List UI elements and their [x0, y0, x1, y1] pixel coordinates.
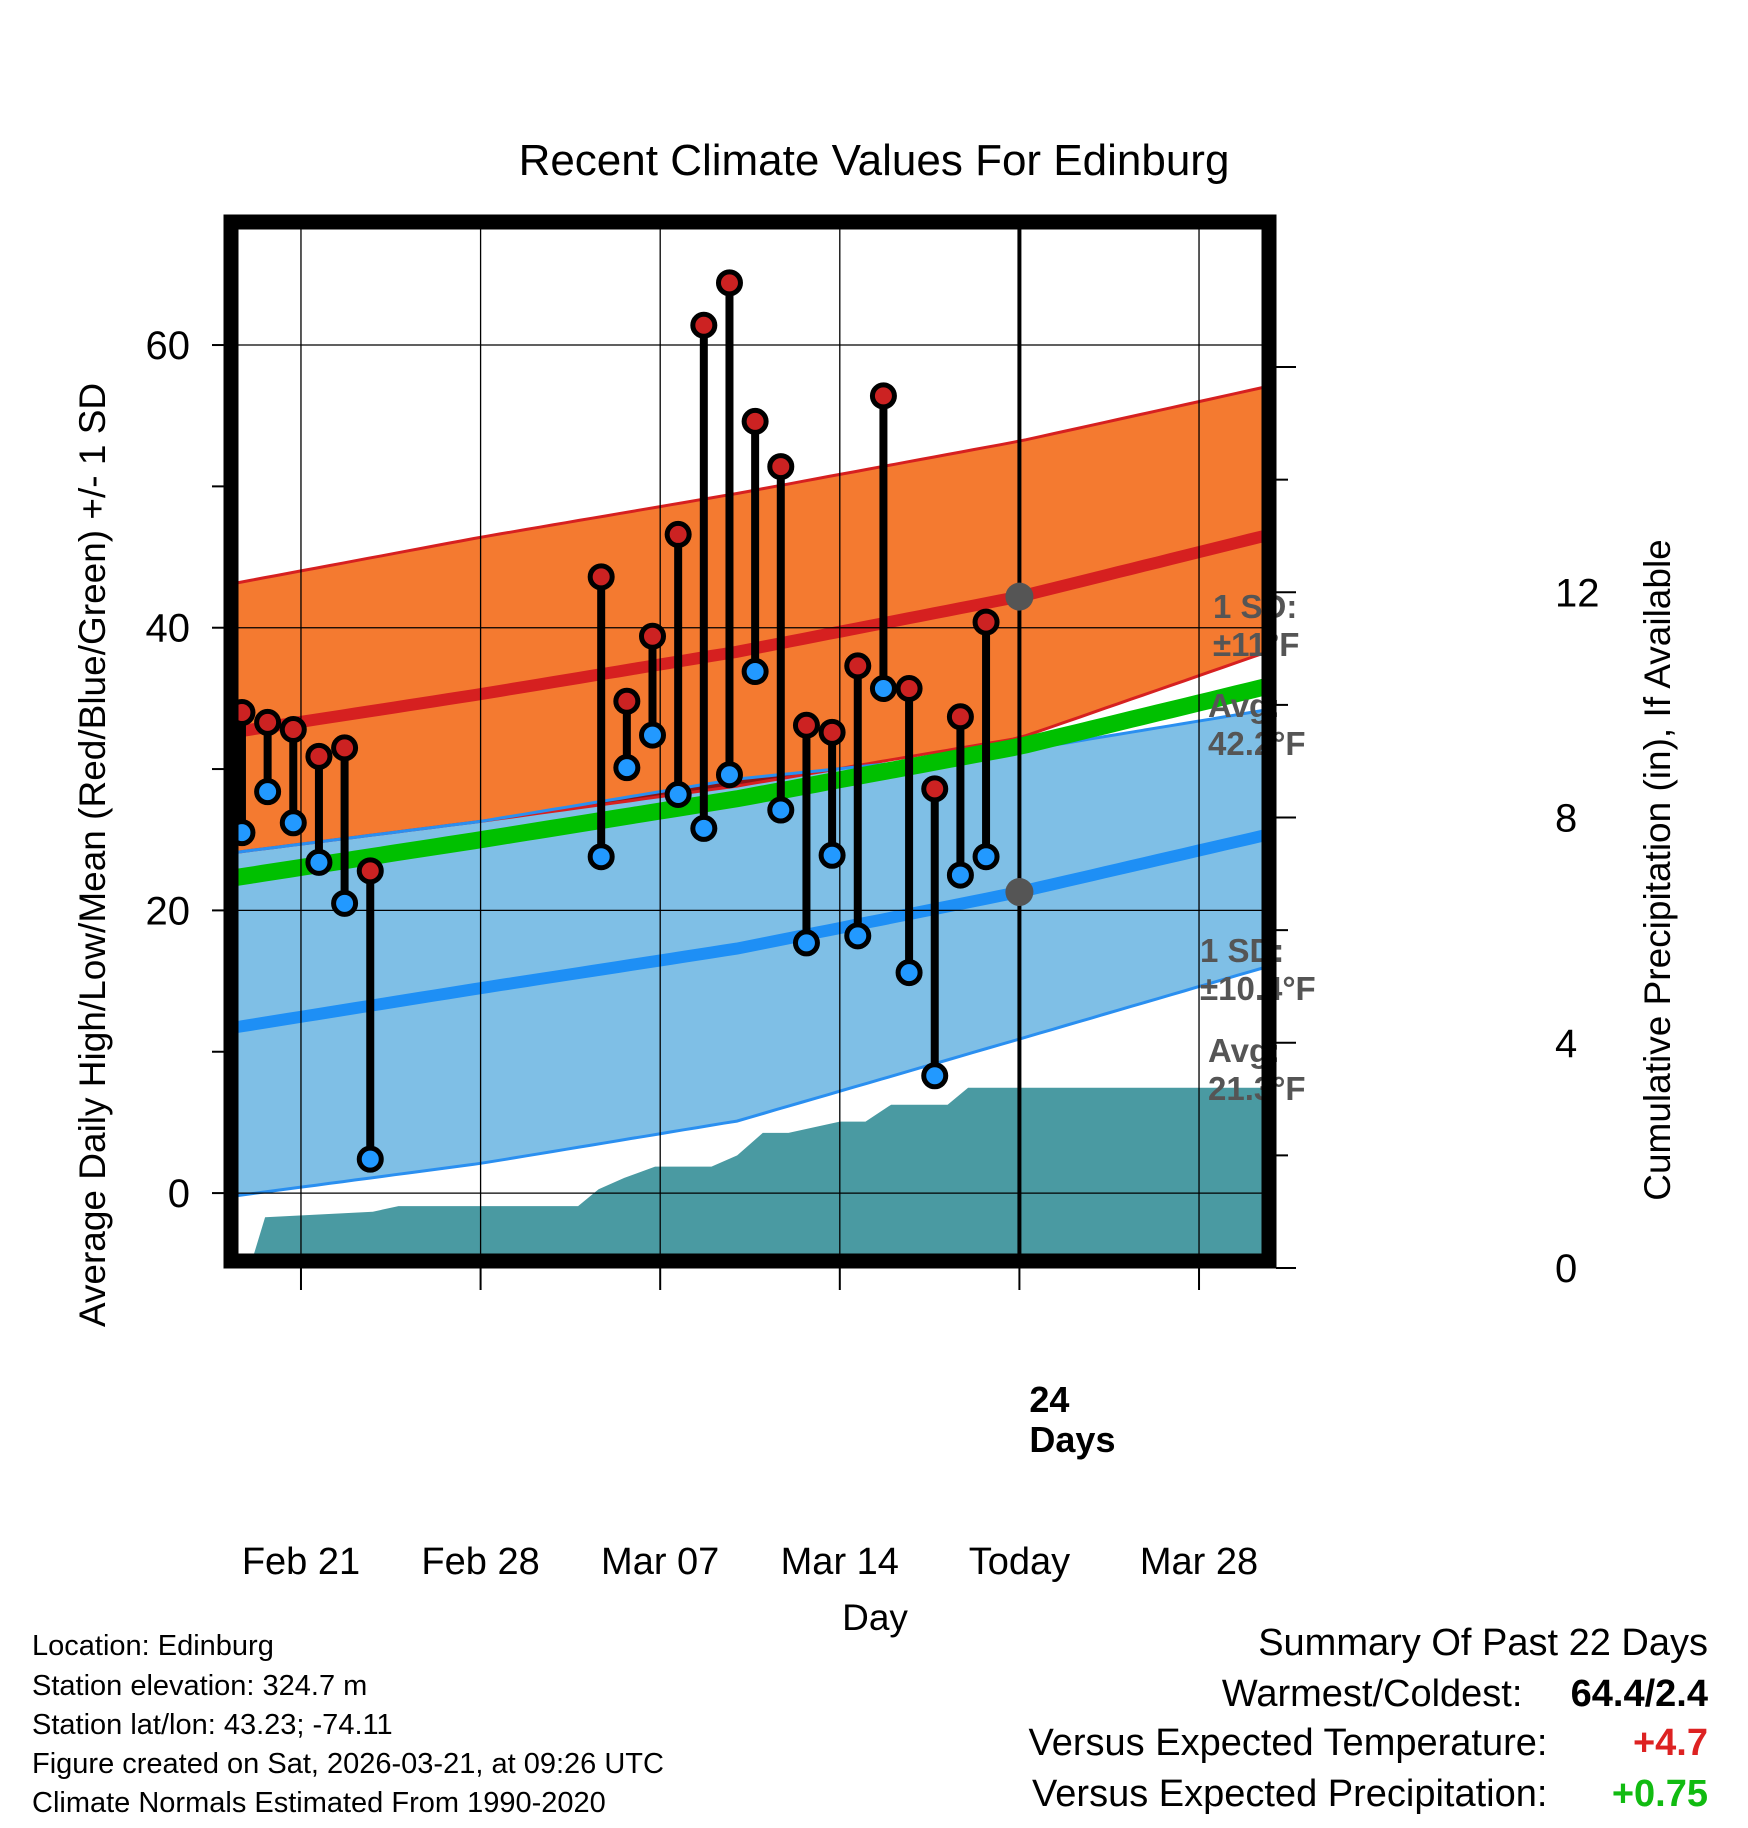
high-avg-annotation-line: 42.2°F — [1208, 725, 1306, 762]
low-avg-annotation-line: 21.3°F — [1208, 1070, 1306, 1107]
today-days-label-line: Days — [1029, 1419, 1115, 1460]
y2-tick-label: 0 — [1555, 1247, 1577, 1291]
today-days-label: 24 Days — [1029, 1379, 1115, 1460]
high-point — [767, 453, 795, 481]
low-avg-annotation: Avg: 21.3°F — [1208, 1032, 1306, 1107]
low-sd-annotation: 1 SD: ±10.4°F — [1200, 932, 1316, 1007]
high-point — [690, 311, 718, 339]
info-created: Figure created on Sat, 2026-03-21, at 09… — [32, 1748, 664, 1780]
low-point — [356, 1145, 384, 1173]
low-point — [587, 843, 615, 871]
high-point — [331, 734, 359, 762]
high-sd-annotation-line: 1 SD: — [1213, 588, 1297, 625]
high-avg-marker — [1005, 582, 1034, 611]
low-point — [279, 809, 307, 837]
high-upper-line — [224, 383, 1276, 587]
plot-area — [224, 215, 1276, 1268]
low-lower-line — [224, 962, 1276, 1199]
info-elevation: Station elevation: 324.7 m — [32, 1670, 368, 1702]
high-avg-annotation: Avg: 42.2°F — [1208, 687, 1306, 762]
low-point — [305, 848, 333, 876]
low-point — [664, 781, 692, 809]
x-tick-label: Mar 28 — [1140, 1541, 1258, 1583]
low-point — [844, 922, 872, 950]
y2-tick-label: 8 — [1555, 797, 1577, 841]
high-point — [972, 608, 1000, 636]
x-tick-label: Feb 28 — [421, 1541, 539, 1583]
high-mean-line — [224, 527, 1276, 740]
summary-warmest: Warmest/Coldest: 64.4/2.4 — [1222, 1673, 1708, 1716]
low-point — [946, 861, 974, 889]
summary-precip: Versus Expected Precipitation: +0.75 — [1032, 1773, 1708, 1816]
summary-temp-value: +4.7 — [1632, 1722, 1708, 1764]
y-tick-label: 0 — [168, 1172, 190, 1216]
high-point — [844, 652, 872, 680]
low-avg-marker — [1005, 878, 1034, 907]
today-days-label-line: 24 — [1029, 1379, 1069, 1420]
summary-warmest-label: Warmest/Coldest: — [1221, 1673, 1523, 1715]
high-point — [818, 718, 846, 746]
y2-tick-label: 4 — [1555, 1022, 1577, 1066]
chart-title: Recent Climate Values For Edinburg — [519, 136, 1230, 185]
low-upper-line — [224, 706, 1276, 856]
high-point — [664, 520, 692, 548]
low-point — [254, 778, 282, 806]
y-tick-label: 20 — [146, 889, 191, 933]
x-tick-label: Mar 07 — [601, 1541, 719, 1583]
low-sd-annotation-line: ±10.4°F — [1200, 970, 1316, 1007]
high-point — [792, 711, 820, 739]
low-point — [715, 761, 743, 789]
info-location: Location: Edinburg — [32, 1630, 274, 1662]
y-axis-label-right: Cumulative Precipitation (in), If Availa… — [1637, 539, 1678, 1201]
low-point — [895, 959, 923, 987]
y2-tick-label: 12 — [1555, 571, 1600, 615]
info-latlon: Station lat/lon: 43.23; -74.11 — [32, 1709, 393, 1741]
high-point — [356, 857, 384, 885]
low-point — [792, 929, 820, 957]
overall-mean-line — [224, 676, 1276, 888]
x-tick-label: Today — [969, 1541, 1070, 1583]
low-point — [921, 1062, 949, 1090]
x-tick-label: Mar 14 — [781, 1541, 899, 1583]
high-point — [921, 775, 949, 803]
info-normals: Climate Normals Estimated From 1990-2020 — [32, 1787, 606, 1819]
y-tick-label: 60 — [146, 324, 191, 368]
high-point — [587, 563, 615, 591]
summary-warmest-value: 64.4/2.4 — [1570, 1673, 1708, 1715]
high-point — [279, 715, 307, 743]
summary-precip-label: Versus Expected Precipitation: — [1032, 1773, 1548, 1815]
high-point — [869, 382, 897, 410]
low-point — [741, 658, 769, 686]
low-point — [690, 814, 718, 842]
summary-temp: Versus Expected Temperature: +4.7 — [1029, 1722, 1708, 1765]
low-mean-line — [224, 826, 1276, 1036]
high-point — [613, 687, 641, 715]
low-point — [818, 841, 846, 869]
high-point — [254, 708, 282, 736]
high-point — [895, 674, 923, 702]
summary-precip-value: +0.75 — [1611, 1773, 1708, 1815]
x-axis-label: Day — [842, 1597, 908, 1638]
high-point — [741, 407, 769, 435]
x-tick-label: Feb 21 — [242, 1541, 360, 1583]
low-point — [613, 754, 641, 782]
y-tick-label: 40 — [146, 607, 191, 651]
high-sd-annotation: 1 SD: ±11°F — [1213, 588, 1299, 663]
high-sd-annotation-line: ±11°F — [1213, 626, 1299, 663]
high-point — [715, 269, 743, 297]
summary-heading: Summary Of Past 22 Days — [1258, 1622, 1708, 1664]
low-point — [767, 796, 795, 824]
high-point — [305, 742, 333, 770]
summary-temp-label: Versus Expected Temperature: — [1028, 1722, 1548, 1764]
low-point — [869, 674, 897, 702]
plot-frame — [223, 214, 1277, 1269]
low-point — [972, 843, 1000, 871]
y-axis-label-left: Average Daily High/Low/Mean (Red/Blue/Gr… — [72, 383, 113, 1327]
low-point — [638, 721, 666, 749]
high-sd-band — [224, 384, 1276, 854]
high-point — [946, 703, 974, 731]
high-point — [638, 622, 666, 650]
low-point — [331, 889, 359, 917]
